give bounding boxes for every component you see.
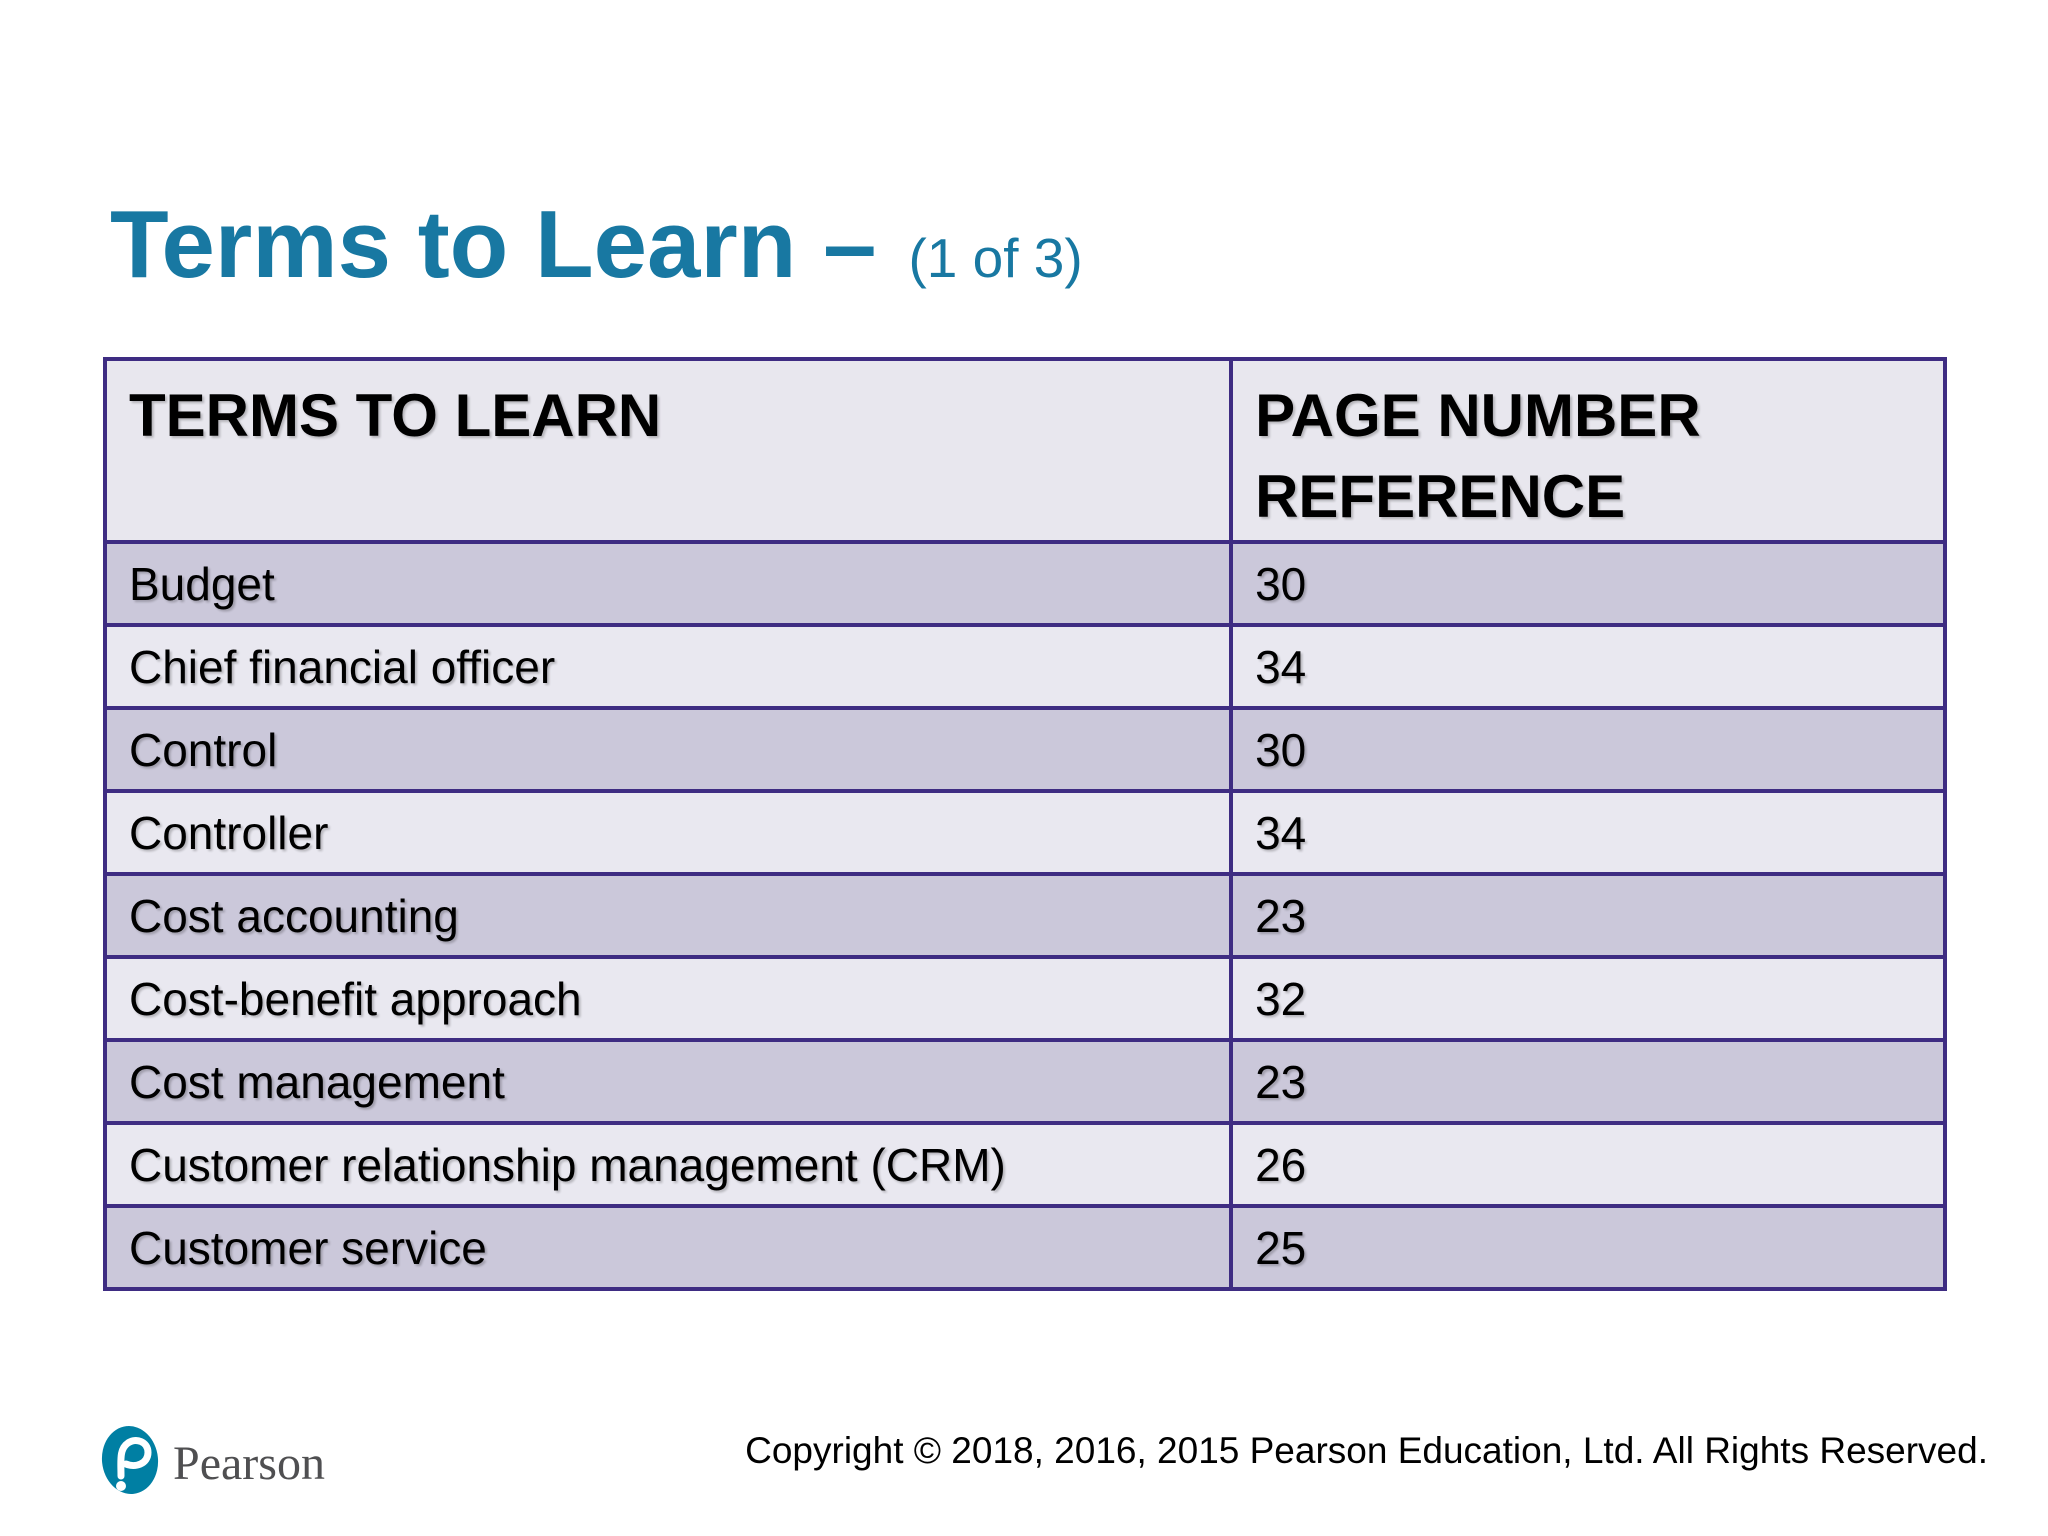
table-body: Budget 30 Chief financial officer 34 Control… (102, 540, 1947, 1291)
pearson-wordmark: Pearson (173, 1436, 325, 1490)
term-cell: Cost accounting (102, 872, 1234, 959)
table-row: Customer relationship management (CRM) 26 (102, 1121, 1947, 1208)
page-number-cell: 25 (1229, 1204, 1947, 1291)
table-header: TERMS TO LEARN PAGE NUMBER REFERENCE (102, 357, 1947, 544)
column-header-page-reference: PAGE NUMBER REFERENCE (1229, 357, 1947, 544)
term-cell: Control (102, 706, 1234, 793)
table-row: Cost accounting 23 (102, 872, 1947, 959)
page-number-cell: 34 (1229, 623, 1947, 710)
table-row: Budget 30 (102, 540, 1947, 627)
term-cell: Budget (102, 540, 1234, 627)
page-number-cell: 30 (1229, 706, 1947, 793)
page-number-cell: 23 (1229, 1038, 1947, 1125)
pearson-logo-icon (101, 1426, 159, 1494)
term-cell: Chief financial officer (102, 623, 1234, 710)
table-row: Control 30 (102, 706, 1947, 793)
pearson-logo: Pearson (101, 1424, 325, 1496)
page-number-cell: 34 (1229, 789, 1947, 876)
table-row: Cost-benefit approach 32 (102, 955, 1947, 1042)
column-header-terms: TERMS TO LEARN (102, 357, 1234, 544)
page-number-cell: 32 (1229, 955, 1947, 1042)
term-cell: Controller (102, 789, 1234, 876)
page-number-cell: 26 (1229, 1121, 1947, 1208)
page-number-cell: 30 (1229, 540, 1947, 627)
page-number-cell: 23 (1229, 872, 1947, 959)
term-cell: Cost-benefit approach (102, 955, 1234, 1042)
table-row: Controller 34 (102, 789, 1947, 876)
header-row: TERMS TO LEARN PAGE NUMBER REFERENCE (102, 357, 1947, 544)
title-part-indicator: (1 of 3) (908, 227, 1083, 289)
term-cell: Cost management (102, 1038, 1234, 1125)
term-cell: Customer service (102, 1204, 1234, 1291)
table-row: Customer service 25 (102, 1204, 1947, 1291)
copyright-text: Copyright © 2018, 2016, 2015 Pearson Edu… (745, 1430, 1988, 1471)
table-row: Cost management 23 (102, 1038, 1947, 1125)
term-cell: Customer relationship management (CRM) (102, 1121, 1234, 1208)
title-main-text: Terms to Learn – (110, 191, 877, 298)
page-title: Terms to Learn – (1 of 3) (110, 190, 1083, 300)
terms-table: TERMS TO LEARN PAGE NUMBER REFERENCE Bud… (102, 357, 1947, 1291)
table-row: Chief financial officer 34 (102, 623, 1947, 710)
